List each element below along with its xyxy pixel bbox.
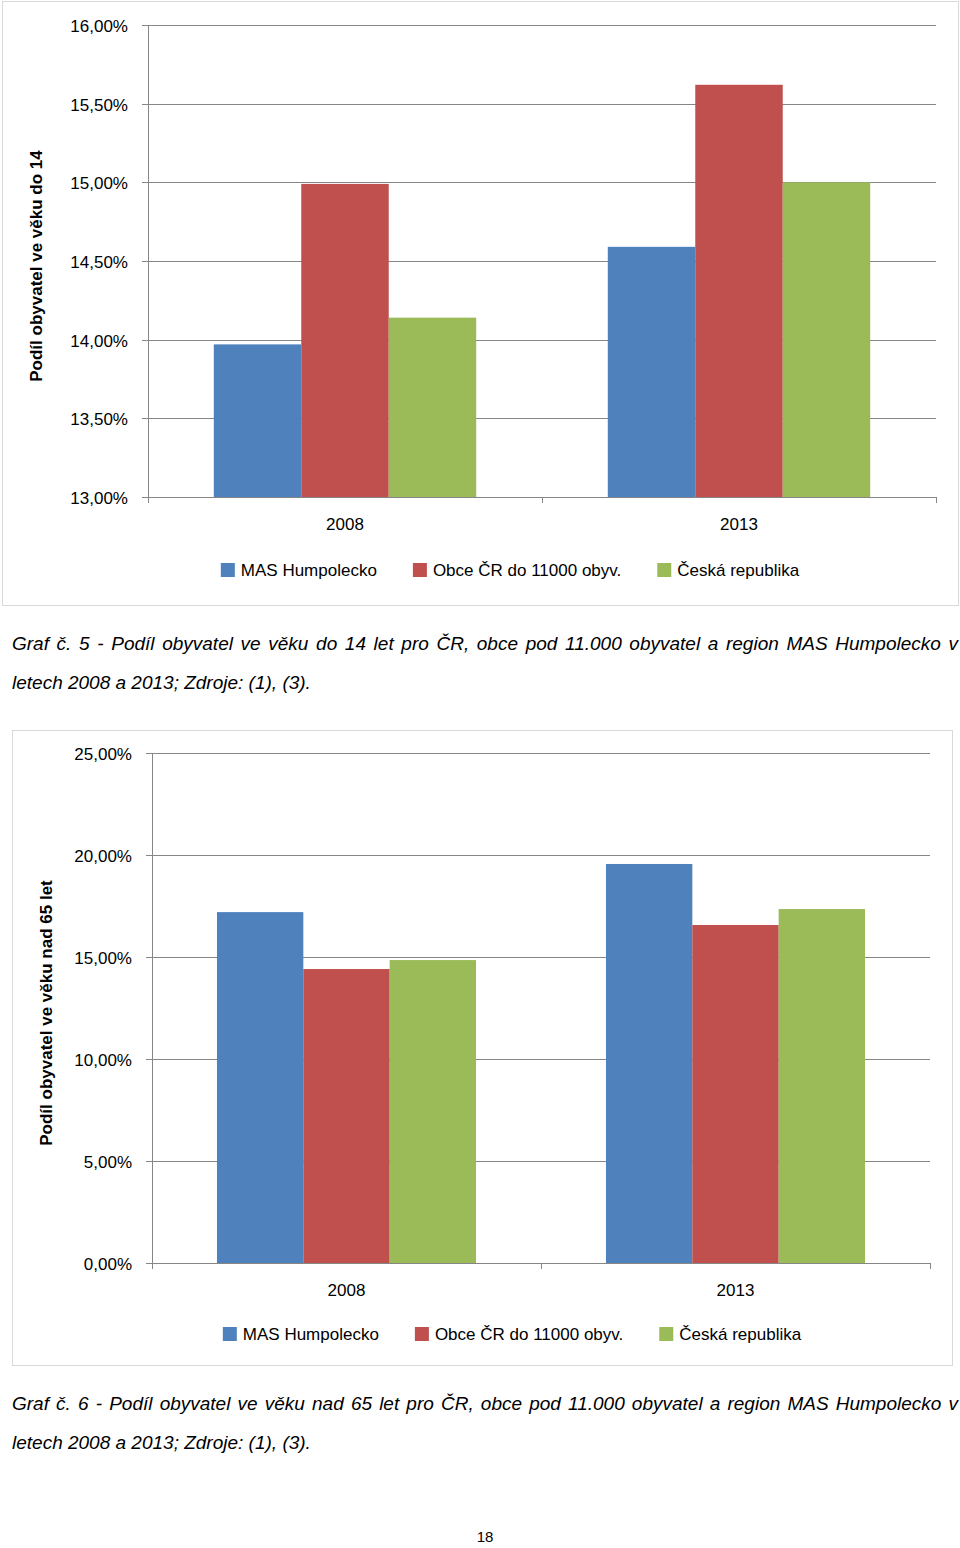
tick-label: 15,00% (70, 174, 128, 193)
tick-label: 16,00% (70, 17, 128, 36)
bar (608, 247, 695, 497)
legend-swatch (413, 563, 427, 577)
legend-swatch (657, 563, 671, 577)
category-label: 2013 (720, 515, 758, 534)
charts: 13,00% 13,50% 14,00% 14,50% 15,00% 15,50% 16,0… (0, 0, 960, 1548)
bar (389, 318, 476, 497)
bar (783, 182, 870, 497)
bars (217, 864, 865, 1263)
bar (214, 344, 301, 497)
legend-label: MAS Humpolecko (243, 1325, 379, 1344)
tick-mark (142, 418, 148, 419)
tick-mark (146, 855, 152, 856)
y-axis-title: Podíl obyvatel ve věku nad 65 let (37, 880, 56, 1146)
tick-label: 0,00% (84, 1255, 132, 1274)
category-tick (930, 1263, 931, 1269)
legend-swatch (221, 563, 235, 577)
tick-label: 5,00% (84, 1153, 132, 1172)
bar (692, 925, 778, 1263)
legend-swatch (659, 1327, 673, 1341)
tick-label: 13,50% (70, 410, 128, 429)
bar (217, 912, 303, 1263)
caption: Graf č. 6 - Podíl obyvatel ve věku nad 6… (12, 1384, 958, 1462)
legend: MAS Humpolecko Obce ČR do 11000 obyv. Česk… (221, 561, 800, 580)
y-axis-title: Podíl obyvatel ve věku do 14 (27, 150, 46, 382)
chart: 0,00% 5,00% 10,00% 15,00% 20,00% 25,00% 2008 20… (13, 731, 953, 1366)
bar (606, 864, 692, 1263)
tick-label: 14,00% (70, 332, 128, 351)
tick-label: 10,00% (74, 1051, 132, 1070)
tick-label: 13,00% (70, 489, 128, 508)
legend: MAS Humpolecko Obce ČR do 11000 obyv. Česk… (223, 1325, 802, 1344)
tick-label: 14,50% (70, 253, 128, 272)
tick-label: 15,00% (74, 949, 132, 968)
tick-mark (146, 957, 152, 958)
bar (301, 184, 388, 497)
chart: 13,00% 13,50% 14,00% 14,50% 15,00% 15,50% 16,0… (3, 2, 959, 606)
legend-label: Česká republika (679, 1325, 801, 1344)
category-label: 2008 (326, 515, 364, 534)
legend-label: MAS Humpolecko (241, 561, 377, 580)
category-tick (152, 1263, 153, 1269)
bar (779, 909, 865, 1263)
legend-label: Obce ČR do 11000 obyv. (435, 1325, 623, 1344)
tick-mark (142, 497, 148, 498)
grid-line (152, 855, 930, 856)
tick-mark (146, 1161, 152, 1162)
legend-label: Obce ČR do 11000 obyv. (433, 561, 621, 580)
tick-mark (146, 1059, 152, 1060)
grid-line (148, 25, 936, 26)
tick-label: 20,00% (74, 847, 132, 866)
bar (390, 960, 476, 1263)
category-tick (541, 1263, 542, 1269)
grid-line (152, 753, 930, 754)
bars (214, 85, 870, 497)
category-label: 2013 (717, 1281, 755, 1300)
tick-label: 25,00% (74, 745, 132, 764)
y-axis (148, 25, 149, 497)
tick-mark (146, 753, 152, 754)
category-label: 2008 (328, 1281, 366, 1300)
bar (303, 969, 389, 1263)
tick-mark (142, 25, 148, 26)
bar (695, 85, 782, 497)
page-number: 18 (0, 1528, 960, 1545)
caption: Graf č. 5 - Podíl obyvatel ve věku do 14… (12, 624, 958, 702)
legend-label: Česká republika (677, 561, 799, 580)
grid-line (148, 104, 936, 105)
tick-mark (142, 261, 148, 262)
tick-mark (142, 104, 148, 105)
chart-frame (3, 2, 959, 606)
category-tick (542, 497, 543, 503)
category-tick (148, 497, 149, 503)
tick-label: 15,50% (70, 96, 128, 115)
tick-mark (146, 1263, 152, 1264)
tick-mark (142, 182, 148, 183)
y-axis (152, 753, 153, 1263)
category-tick (936, 497, 937, 503)
chart-frame (13, 731, 953, 1366)
tick-mark (142, 340, 148, 341)
legend-swatch (415, 1327, 429, 1341)
legend-swatch (223, 1327, 237, 1341)
